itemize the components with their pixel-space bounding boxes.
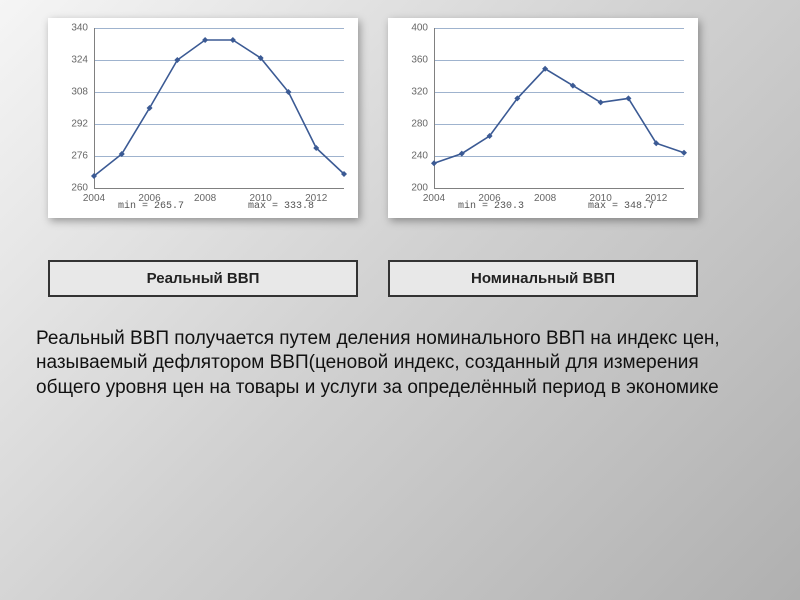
min-label-right: min = 230.3	[458, 201, 524, 212]
plot-area-right: 20024028032036040020042006200820102012	[434, 28, 684, 188]
y-tick-label: 280	[396, 119, 428, 130]
y-tick-label: 340	[56, 23, 88, 34]
max-label-right: max = 348.7	[588, 201, 654, 212]
charts-row: 26027629230832434020042006200820102012 m…	[48, 18, 764, 218]
minmax-right: min = 230.3 max = 348.7	[388, 201, 684, 212]
min-label-left: min = 265.7	[118, 201, 184, 212]
chart-real-gdp: 26027629230832434020042006200820102012 m…	[48, 18, 358, 218]
max-label-left: max = 333.8	[248, 201, 314, 212]
y-tick-label: 400	[396, 23, 428, 34]
label-nominal-gdp: Номинальный ВВП	[388, 260, 698, 297]
body-paragraph: Реальный ВВП получается путем деления но…	[36, 327, 756, 400]
line-series	[434, 28, 684, 188]
plot-area-left: 26027629230832434020042006200820102012	[94, 28, 344, 188]
y-tick-label: 320	[396, 87, 428, 98]
y-tick-label: 292	[56, 119, 88, 130]
slide: 26027629230832434020042006200820102012 m…	[0, 0, 800, 600]
label-real-gdp: Реальный ВВП	[48, 260, 358, 297]
x-axis	[94, 188, 344, 189]
minmax-left: min = 265.7 max = 333.8	[48, 201, 344, 212]
y-tick-label: 276	[56, 151, 88, 162]
labels-row: Реальный ВВП Номинальный ВВП	[48, 260, 764, 297]
y-tick-label: 200	[396, 183, 428, 194]
y-tick-label: 360	[396, 55, 428, 66]
y-tick-label: 240	[396, 151, 428, 162]
x-axis	[434, 188, 684, 189]
y-tick-label: 308	[56, 87, 88, 98]
chart-nominal-gdp: 20024028032036040020042006200820102012 m…	[388, 18, 698, 218]
line-series	[94, 28, 344, 188]
y-tick-label: 260	[56, 183, 88, 194]
y-tick-label: 324	[56, 55, 88, 66]
